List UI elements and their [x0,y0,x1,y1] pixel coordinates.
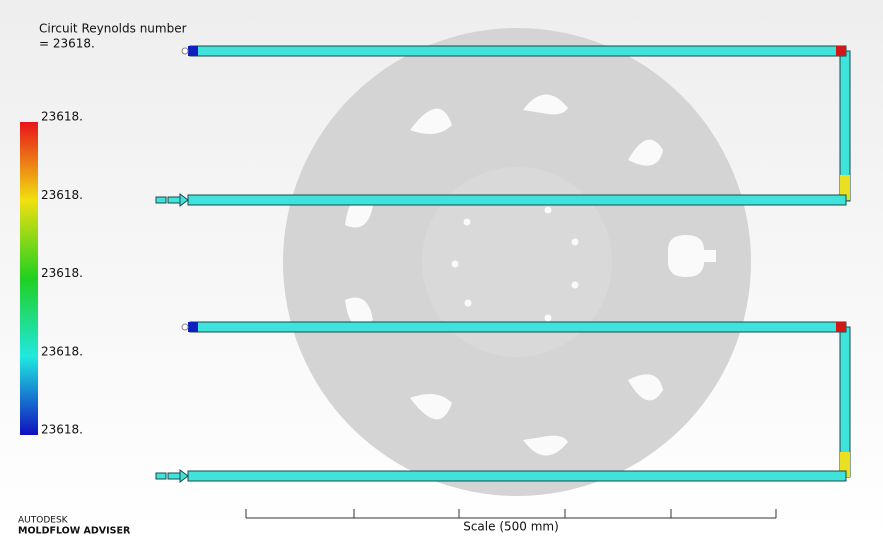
part-wheel [283,28,751,496]
brand-company: AUTODESK [18,516,69,526]
scale-label: Scale (500 mm) [463,520,559,534]
viewport: Circuit Reynolds number = 23618. 23618. 2… [0,0,883,537]
result-title: Circuit Reynolds number [39,22,187,36]
legend-label: 23618. [41,344,83,358]
result-value: = 23618. [39,37,95,51]
legend-label: 23618. [41,423,83,437]
legend-label: 23618. [41,188,83,202]
color-bar [20,122,38,435]
legend-label: 23618. [41,266,83,280]
legend-label: 23618. [41,110,83,124]
brand-product: MOLDFLOW ADVISER [18,526,131,537]
